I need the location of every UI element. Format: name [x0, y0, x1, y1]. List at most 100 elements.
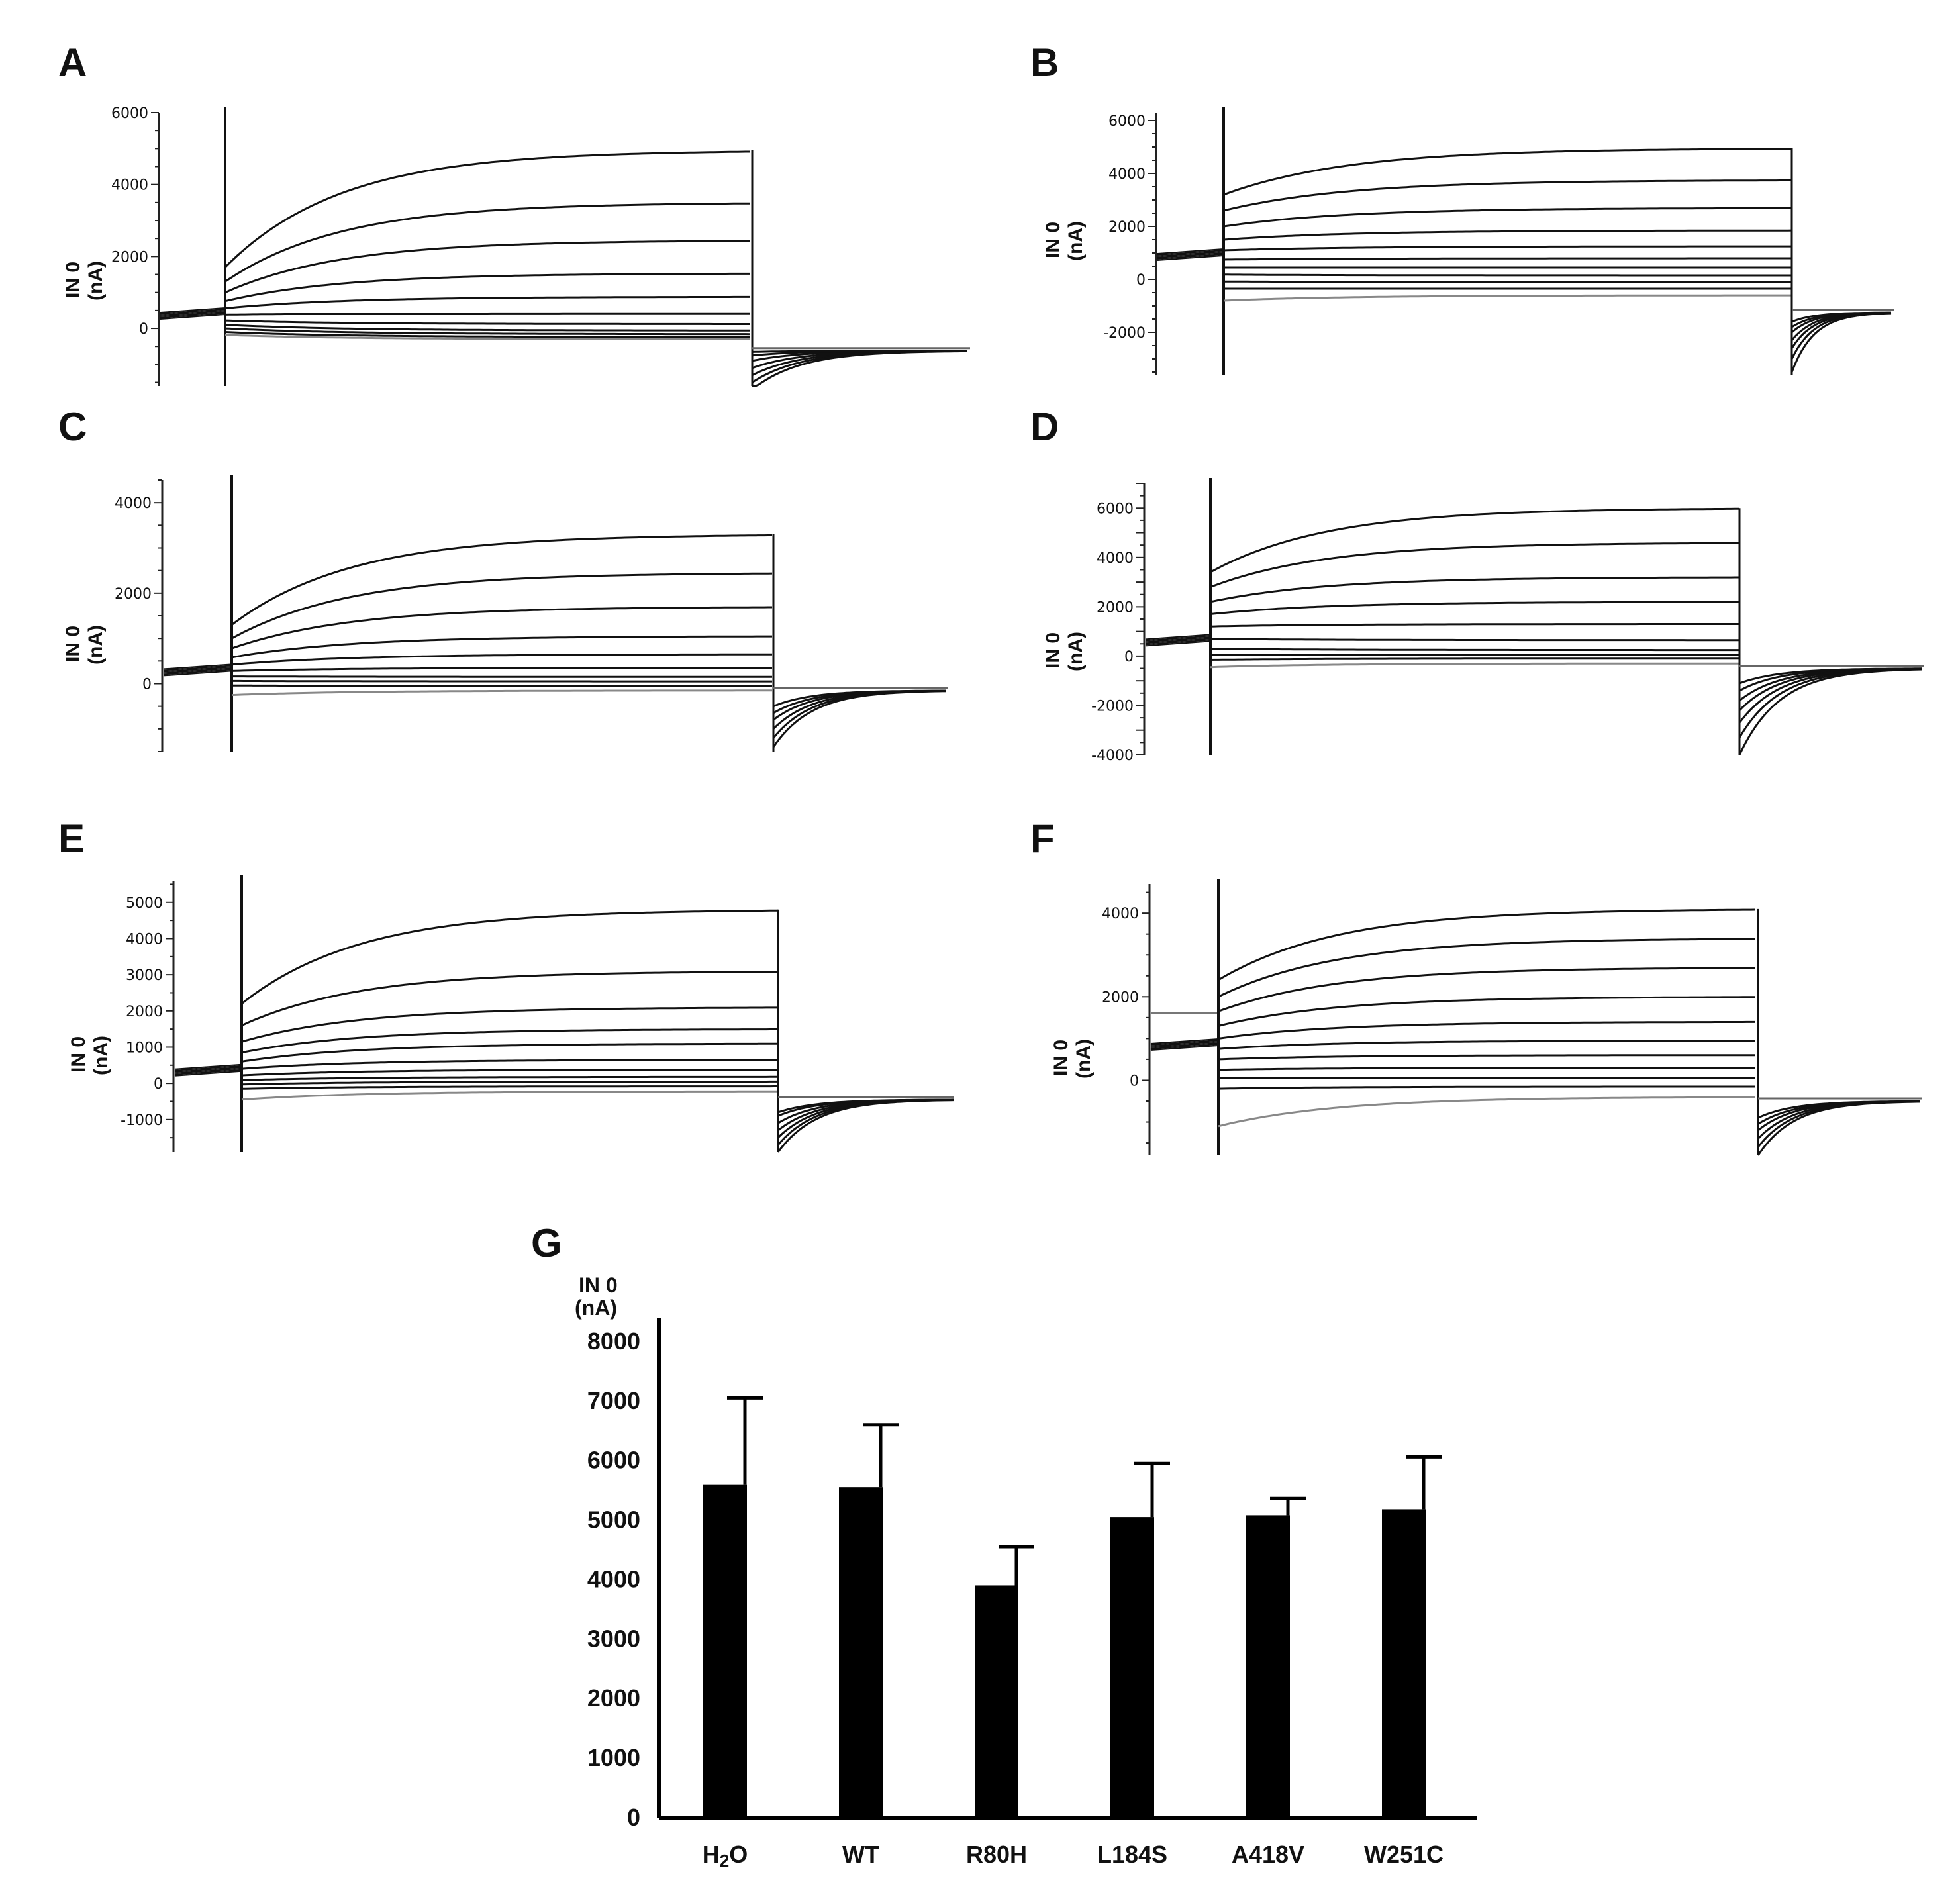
current-trace: [241, 1090, 778, 1101]
current-trace: [231, 689, 772, 697]
y-tick-label: 4000: [126, 931, 163, 948]
current-trace: [1223, 245, 1792, 252]
panel-letter-e: E: [58, 816, 85, 861]
panel-f-yticks: 4000 2000 0: [1102, 884, 1151, 1155]
current-trace: [1218, 967, 1755, 1012]
panel-letter-c: C: [58, 405, 87, 449]
holding-trace: [174, 1067, 242, 1074]
y-tick-label: -4000: [1091, 748, 1134, 764]
current-trace: [241, 1059, 779, 1070]
g-y-tick-label: 5000: [587, 1506, 640, 1534]
x-category-label: R80H: [966, 1841, 1027, 1868]
holding-trace: [1150, 1042, 1219, 1048]
panel-a-ylabel-line1: IN 0: [62, 262, 84, 298]
panel-b-ylabel-line2: (nA): [1065, 221, 1087, 261]
current-trace: [241, 1042, 778, 1063]
panel-d: D 6000 4000 2000 0 -2000 -4000 IN 0 (nA): [1030, 405, 1924, 764]
panel-b-ylabel-line1: IN 0: [1042, 222, 1064, 258]
current-trace: [1223, 257, 1792, 261]
holding-trace: [1150, 1044, 1219, 1049]
current-trace: [1223, 179, 1792, 212]
holding-trace: [160, 310, 226, 316]
current-trace: [1218, 1085, 1755, 1090]
current-trace: [1210, 657, 1739, 661]
panel-a-traces: [160, 107, 970, 387]
panel-c-ylabel-line2: (nA): [85, 625, 107, 665]
g-y-tick-label: 8000: [587, 1328, 640, 1355]
holding-trace: [174, 1063, 242, 1070]
x-category-label: L184S: [1097, 1841, 1167, 1868]
y-tick-label: -2000: [1091, 698, 1134, 714]
panel-a-yticks: 6000 4000 2000 0: [111, 105, 160, 386]
y-tick-label: 4000: [1102, 906, 1139, 922]
panel-a-ylabel: IN 0 (nA): [62, 261, 107, 301]
holding-trace: [1157, 248, 1224, 254]
current-trace: [1223, 294, 1792, 302]
panel-f-ylabel-line1: IN 0: [1050, 1040, 1072, 1076]
holding-trace: [163, 665, 232, 671]
holding-trace: [1145, 640, 1211, 647]
current-trace: [1218, 1096, 1755, 1128]
panel-letter-d: D: [1030, 405, 1059, 449]
current-trace: [224, 295, 750, 310]
current-trace: [1218, 938, 1755, 998]
holding-trace: [163, 669, 232, 675]
panel-g-yticks: 8000 7000 6000 5000 4000 3000 2000 1000 0: [587, 1318, 1477, 1831]
bar-a418v: [1246, 1515, 1290, 1818]
panel-a-ylabel-line2: (nA): [85, 261, 107, 301]
holding-trace: [1150, 1040, 1219, 1046]
holding-trace: [160, 314, 226, 320]
y-tick-label: 2000: [111, 249, 148, 266]
current-trace: [224, 327, 750, 336]
holding-trace: [160, 311, 226, 318]
holding-trace: [163, 663, 232, 670]
y-tick-label: 4000: [1108, 166, 1146, 183]
current-trace: [1218, 908, 1755, 981]
current-trace: [241, 971, 779, 1027]
y-tick-label: 6000: [1108, 113, 1146, 130]
bar-wt: [839, 1487, 883, 1818]
tail-trace: [777, 1098, 954, 1114]
current-trace: [224, 312, 750, 316]
holding-trace: [1145, 634, 1211, 640]
panel-d-traces: [1145, 478, 1924, 755]
current-trace: [241, 1075, 778, 1081]
current-trace: [224, 150, 750, 268]
y-tick-label: 2000: [1097, 599, 1134, 616]
current-trace: [231, 534, 772, 626]
holding-trace: [1157, 252, 1224, 258]
bar-l184s: [1110, 1517, 1154, 1818]
panel-g-xlabels: H2O WT R80H L184S A418V W251C: [703, 1841, 1444, 1871]
tail-trace: [752, 350, 967, 353]
tail-trace: [777, 1098, 954, 1117]
current-trace: [1210, 507, 1739, 573]
panel-b: B 6000 4000 2000 0 -2000 IN 0 (nA): [1030, 40, 1894, 375]
current-trace: [241, 1085, 778, 1090]
current-trace: [1210, 638, 1739, 642]
current-trace: [1223, 229, 1792, 241]
holding-trace: [163, 667, 232, 674]
x-category-label: WT: [842, 1841, 879, 1868]
bar-h2o: [703, 1484, 747, 1818]
panel-d-ylabel: IN 0 (nA): [1042, 632, 1087, 671]
y-tick-label: 3000: [126, 967, 163, 984]
holding-trace: [1150, 1041, 1219, 1047]
g-y-tick-label: 1000: [587, 1744, 640, 1771]
panel-e: E 5000 4000 3000 2000 1000 0 -1000 IN 0 (nA): [58, 816, 954, 1153]
current-trace: [231, 635, 772, 659]
x-category-label: W251C: [1364, 1841, 1444, 1868]
holding-trace: [1145, 636, 1211, 643]
y-tick-label: 2000: [115, 586, 152, 603]
holding-trace: [174, 1066, 242, 1073]
current-trace: [1223, 207, 1792, 228]
current-trace: [1210, 601, 1739, 615]
holding-trace: [1145, 635, 1211, 642]
panel-a: A 6000 4000 2000 0 IN 0 (nA): [58, 40, 970, 387]
holding-trace: [1145, 639, 1211, 646]
g-y-tick-label: 7000: [587, 1387, 640, 1414]
panel-g-ylabel-line1: IN 0: [579, 1273, 618, 1297]
panel-f-traces: [1150, 879, 1922, 1156]
panel-letter-a: A: [58, 40, 87, 85]
holding-trace: [1157, 255, 1224, 261]
